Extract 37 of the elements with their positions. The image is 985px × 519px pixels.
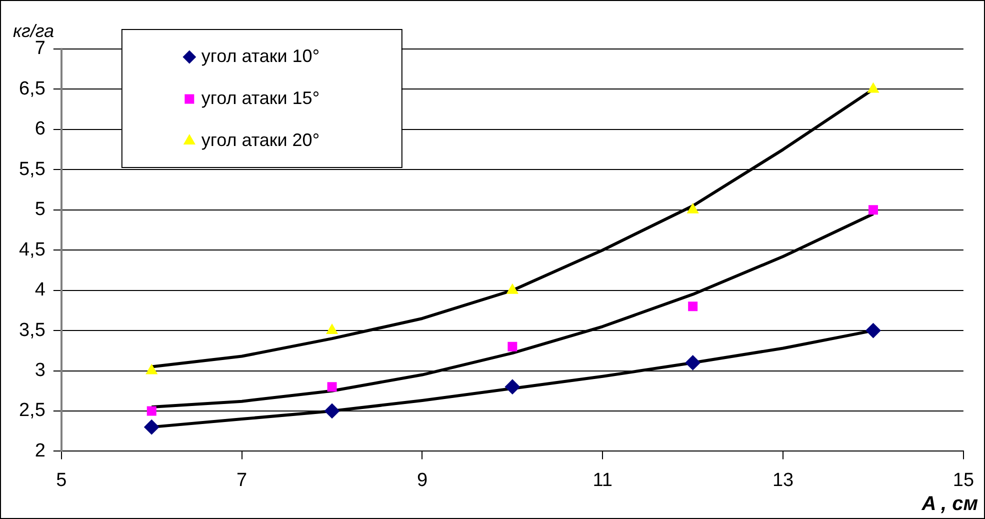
y-tick-label: 4 <box>34 280 46 301</box>
point <box>146 364 158 374</box>
legend-label: угол атаки 20° <box>201 130 320 150</box>
point <box>868 82 879 93</box>
y-tick-label: 3,5 <box>18 320 46 341</box>
point <box>685 355 700 370</box>
point <box>144 420 160 435</box>
point <box>508 342 518 352</box>
x-tick-label: 11 <box>592 470 612 491</box>
y-tick-label: 5 <box>34 199 46 220</box>
point <box>324 403 340 418</box>
point <box>326 324 338 334</box>
x-tick-label: 5 <box>56 470 67 491</box>
y-tick-label: 4,5 <box>18 239 46 260</box>
point <box>868 205 878 215</box>
y-tick-label: 2,5 <box>18 400 46 422</box>
x-tick-label: 9 <box>416 470 428 491</box>
x-tick-label: 15 <box>952 470 974 491</box>
x-tick-label: 7 <box>236 470 248 491</box>
y-tick-label: 6,5 <box>18 78 46 100</box>
point <box>146 406 156 416</box>
y-tick-label: 7 <box>34 38 46 60</box>
y-tick-label: 5,5 <box>18 158 46 180</box>
x-axis-title: A , см <box>920 493 978 515</box>
point <box>504 379 520 394</box>
point <box>687 203 699 214</box>
point <box>327 382 337 392</box>
y-axis-title: кг/га <box>13 21 54 41</box>
legend-label: угол атаки 15° <box>201 88 320 108</box>
y-tick-label: 6 <box>34 118 46 140</box>
y-tick-label: 3 <box>34 360 46 381</box>
point <box>506 284 518 294</box>
legend-label: угол атаки 10° <box>201 46 320 66</box>
point <box>688 302 698 312</box>
point <box>866 323 881 338</box>
y-tick-label: 2 <box>34 440 46 462</box>
x-tick-label: 13 <box>772 470 794 491</box>
